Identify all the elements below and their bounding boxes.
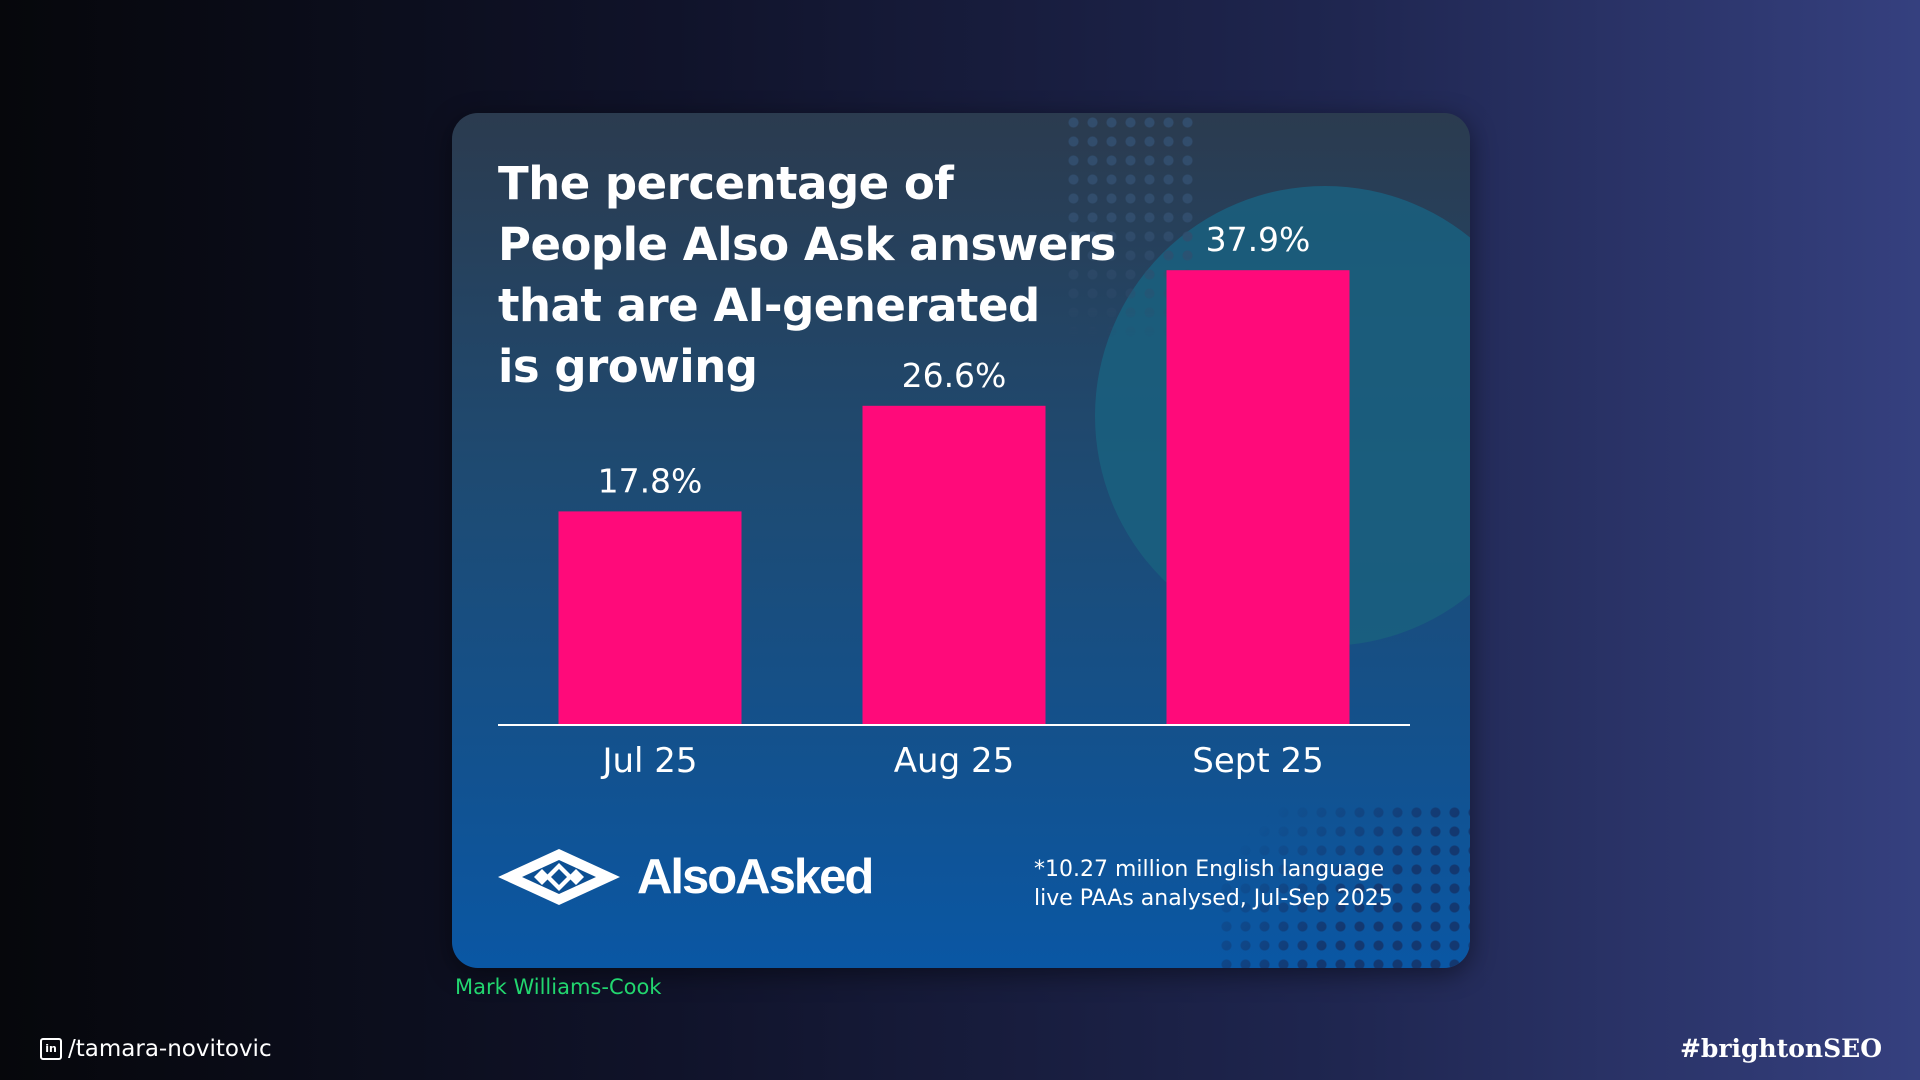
data-label: 37.9%: [1206, 220, 1311, 259]
footnote: *10.27 million English language live PAA…: [1034, 855, 1393, 913]
footnote-line: live PAAs analysed, Jul-Sep 2025: [1034, 886, 1393, 911]
x-tick-label: Sept 25: [1192, 741, 1323, 781]
data-label: 26.6%: [902, 356, 1007, 395]
chart-title-line: that are AI-generated: [498, 279, 1040, 332]
x-tick-label: Jul 25: [600, 741, 697, 781]
image-credit: Mark Williams-Cook: [455, 975, 662, 999]
linkedin-handle-text: /tamara-novitovic: [68, 1036, 272, 1062]
bar-chart: 17.8% Jul 25 26.6% Aug 25 37.9% Sept 25: [498, 220, 1410, 781]
data-label: 17.8%: [598, 461, 703, 500]
decorative-dot-pattern-bottom: [1217, 803, 1470, 968]
bar-jul-25: [558, 511, 742, 725]
brand-name: AlsoAsked: [637, 850, 874, 904]
bar-sept-25: [1166, 270, 1350, 725]
linkedin-icon: in: [40, 1038, 62, 1060]
alsoasked-logo-icon: [498, 849, 620, 905]
chart-title-line: The percentage of: [498, 157, 954, 210]
chart-title-line: is growing: [498, 340, 758, 393]
bar-aug-25: [862, 405, 1046, 725]
brand-lockup: AlsoAsked: [496, 846, 874, 908]
footnote-line: *10.27 million English language: [1034, 857, 1385, 882]
event-hashtag: #brightonSEO: [1679, 1034, 1882, 1063]
chart-title: The percentage of People Also Ask answer…: [498, 153, 1118, 397]
linkedin-handle: in /tamara-novitovic: [40, 1036, 272, 1062]
x-tick-label: Aug 25: [894, 741, 1014, 781]
chart-card: The percentage of People Also Ask answer…: [452, 113, 1470, 968]
chart-title-line: People Also Ask answers: [498, 218, 1116, 271]
